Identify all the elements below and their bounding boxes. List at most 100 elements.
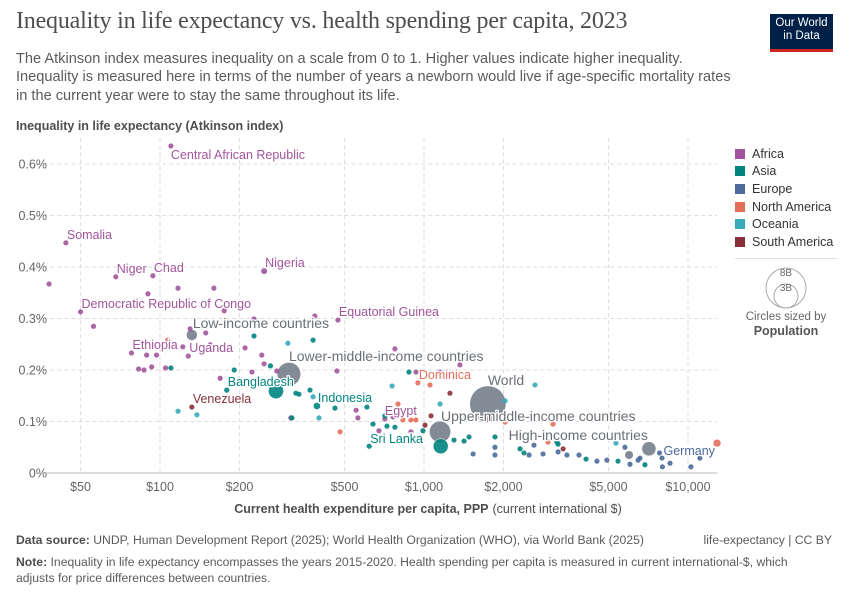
data-point[interactable] <box>550 421 556 427</box>
source-text[interactable]: UNDP, Human Development Report (2025); W… <box>93 533 644 547</box>
data-point[interactable] <box>576 452 582 458</box>
point-niger[interactable] <box>113 274 119 280</box>
data-point[interactable] <box>540 451 546 457</box>
data-point[interactable] <box>310 394 316 400</box>
legend-item-asia[interactable]: Asia <box>735 163 833 181</box>
data-point[interactable] <box>231 367 237 373</box>
point-nigeria[interactable] <box>261 268 268 275</box>
data-point[interactable] <box>353 407 359 413</box>
data-point[interactable] <box>376 428 382 434</box>
data-point[interactable] <box>637 455 643 461</box>
data-point[interactable] <box>144 352 150 358</box>
data-point[interactable] <box>268 383 284 399</box>
point-germany[interactable] <box>656 450 663 456</box>
data-point[interactable] <box>517 446 523 452</box>
point-chad[interactable] <box>150 273 156 279</box>
data-point[interactable] <box>613 440 619 446</box>
data-point[interactable] <box>392 346 398 352</box>
point-ethiopia[interactable] <box>128 350 135 356</box>
data-point[interactable] <box>310 337 316 343</box>
data-point[interactable] <box>400 417 406 423</box>
data-point[interactable] <box>90 323 97 329</box>
data-point[interactable] <box>532 382 538 388</box>
data-point[interactable] <box>175 408 181 414</box>
data-point[interactable] <box>242 345 248 351</box>
data-point[interactable] <box>492 452 498 458</box>
data-point[interactable] <box>136 366 142 372</box>
data-point[interactable] <box>392 424 398 430</box>
data-point[interactable] <box>492 444 498 450</box>
license[interactable]: life-expectancy | CC BY <box>703 533 832 547</box>
data-point[interactable] <box>162 365 169 371</box>
point-indonesia[interactable] <box>313 402 321 410</box>
data-point[interactable] <box>285 340 291 346</box>
data-point[interactable] <box>337 429 343 435</box>
data-point[interactable] <box>642 462 648 468</box>
data-point[interactable] <box>437 401 443 407</box>
data-point[interactable] <box>428 413 434 419</box>
data-point[interactable] <box>564 452 570 458</box>
data-point[interactable] <box>554 439 560 445</box>
data-point[interactable] <box>194 412 200 418</box>
data-point[interactable] <box>390 414 396 420</box>
data-point[interactable] <box>370 421 376 427</box>
data-point[interactable] <box>274 368 280 374</box>
data-point[interactable] <box>427 382 433 388</box>
data-point[interactable] <box>420 428 426 434</box>
point-sri-lanka[interactable] <box>366 443 372 449</box>
data-point[interactable] <box>555 449 561 455</box>
data-point[interactable] <box>457 362 463 368</box>
data-point[interactable] <box>521 450 527 456</box>
data-point[interactable] <box>267 363 274 369</box>
data-point[interactable] <box>484 417 490 423</box>
data-point[interactable] <box>408 429 414 435</box>
point-bangladesh[interactable] <box>224 387 230 393</box>
data-point[interactable] <box>261 361 267 367</box>
data-point[interactable] <box>296 391 302 397</box>
data-point[interactable] <box>355 415 361 421</box>
data-point[interactable] <box>413 417 419 423</box>
point-venezuela[interactable] <box>189 404 195 410</box>
point-lower-middle-income-countries[interactable] <box>276 362 301 387</box>
data-point[interactable] <box>713 439 721 447</box>
data-point[interactable] <box>408 417 414 423</box>
data-point[interactable] <box>180 344 186 350</box>
legend-item-oceania[interactable]: Oceania <box>735 215 833 233</box>
data-point[interactable] <box>622 444 628 450</box>
data-point[interactable] <box>615 458 621 464</box>
data-point[interactable] <box>413 369 419 375</box>
data-point[interactable] <box>594 458 600 464</box>
owid-logo[interactable]: Our World in Data <box>770 14 833 52</box>
data-point[interactable] <box>259 352 265 358</box>
point-low-income-countries[interactable] <box>186 329 198 341</box>
data-point[interactable] <box>251 333 257 339</box>
legend-item-north-america[interactable]: North America <box>735 198 833 216</box>
point-democratic-republic-of-congo[interactable] <box>77 309 84 315</box>
data-point[interactable] <box>168 365 174 371</box>
data-point[interactable] <box>221 308 227 314</box>
data-point[interactable] <box>422 422 428 428</box>
point-somalia[interactable] <box>63 240 69 246</box>
data-point[interactable] <box>389 383 395 389</box>
data-point[interactable] <box>332 405 338 411</box>
data-point[interactable] <box>624 450 634 460</box>
point-central-african-republic[interactable] <box>168 143 174 149</box>
data-point[interactable] <box>627 461 633 467</box>
data-point[interactable] <box>249 369 255 375</box>
data-point[interactable] <box>46 281 52 287</box>
data-point[interactable] <box>312 313 318 319</box>
data-point[interactable] <box>382 413 388 419</box>
data-point[interactable] <box>289 415 295 421</box>
data-point[interactable] <box>149 364 155 370</box>
data-point[interactable] <box>688 464 694 470</box>
point-equatorial-guinea[interactable] <box>335 317 341 323</box>
data-point[interactable] <box>531 442 537 448</box>
point-uganda[interactable] <box>185 353 191 359</box>
data-point[interactable] <box>251 316 257 322</box>
data-point[interactable] <box>145 291 151 297</box>
data-point[interactable] <box>364 404 370 410</box>
data-point[interactable] <box>492 434 498 440</box>
data-point[interactable] <box>545 439 551 445</box>
data-point[interactable] <box>316 415 322 421</box>
data-point[interactable] <box>526 452 532 458</box>
